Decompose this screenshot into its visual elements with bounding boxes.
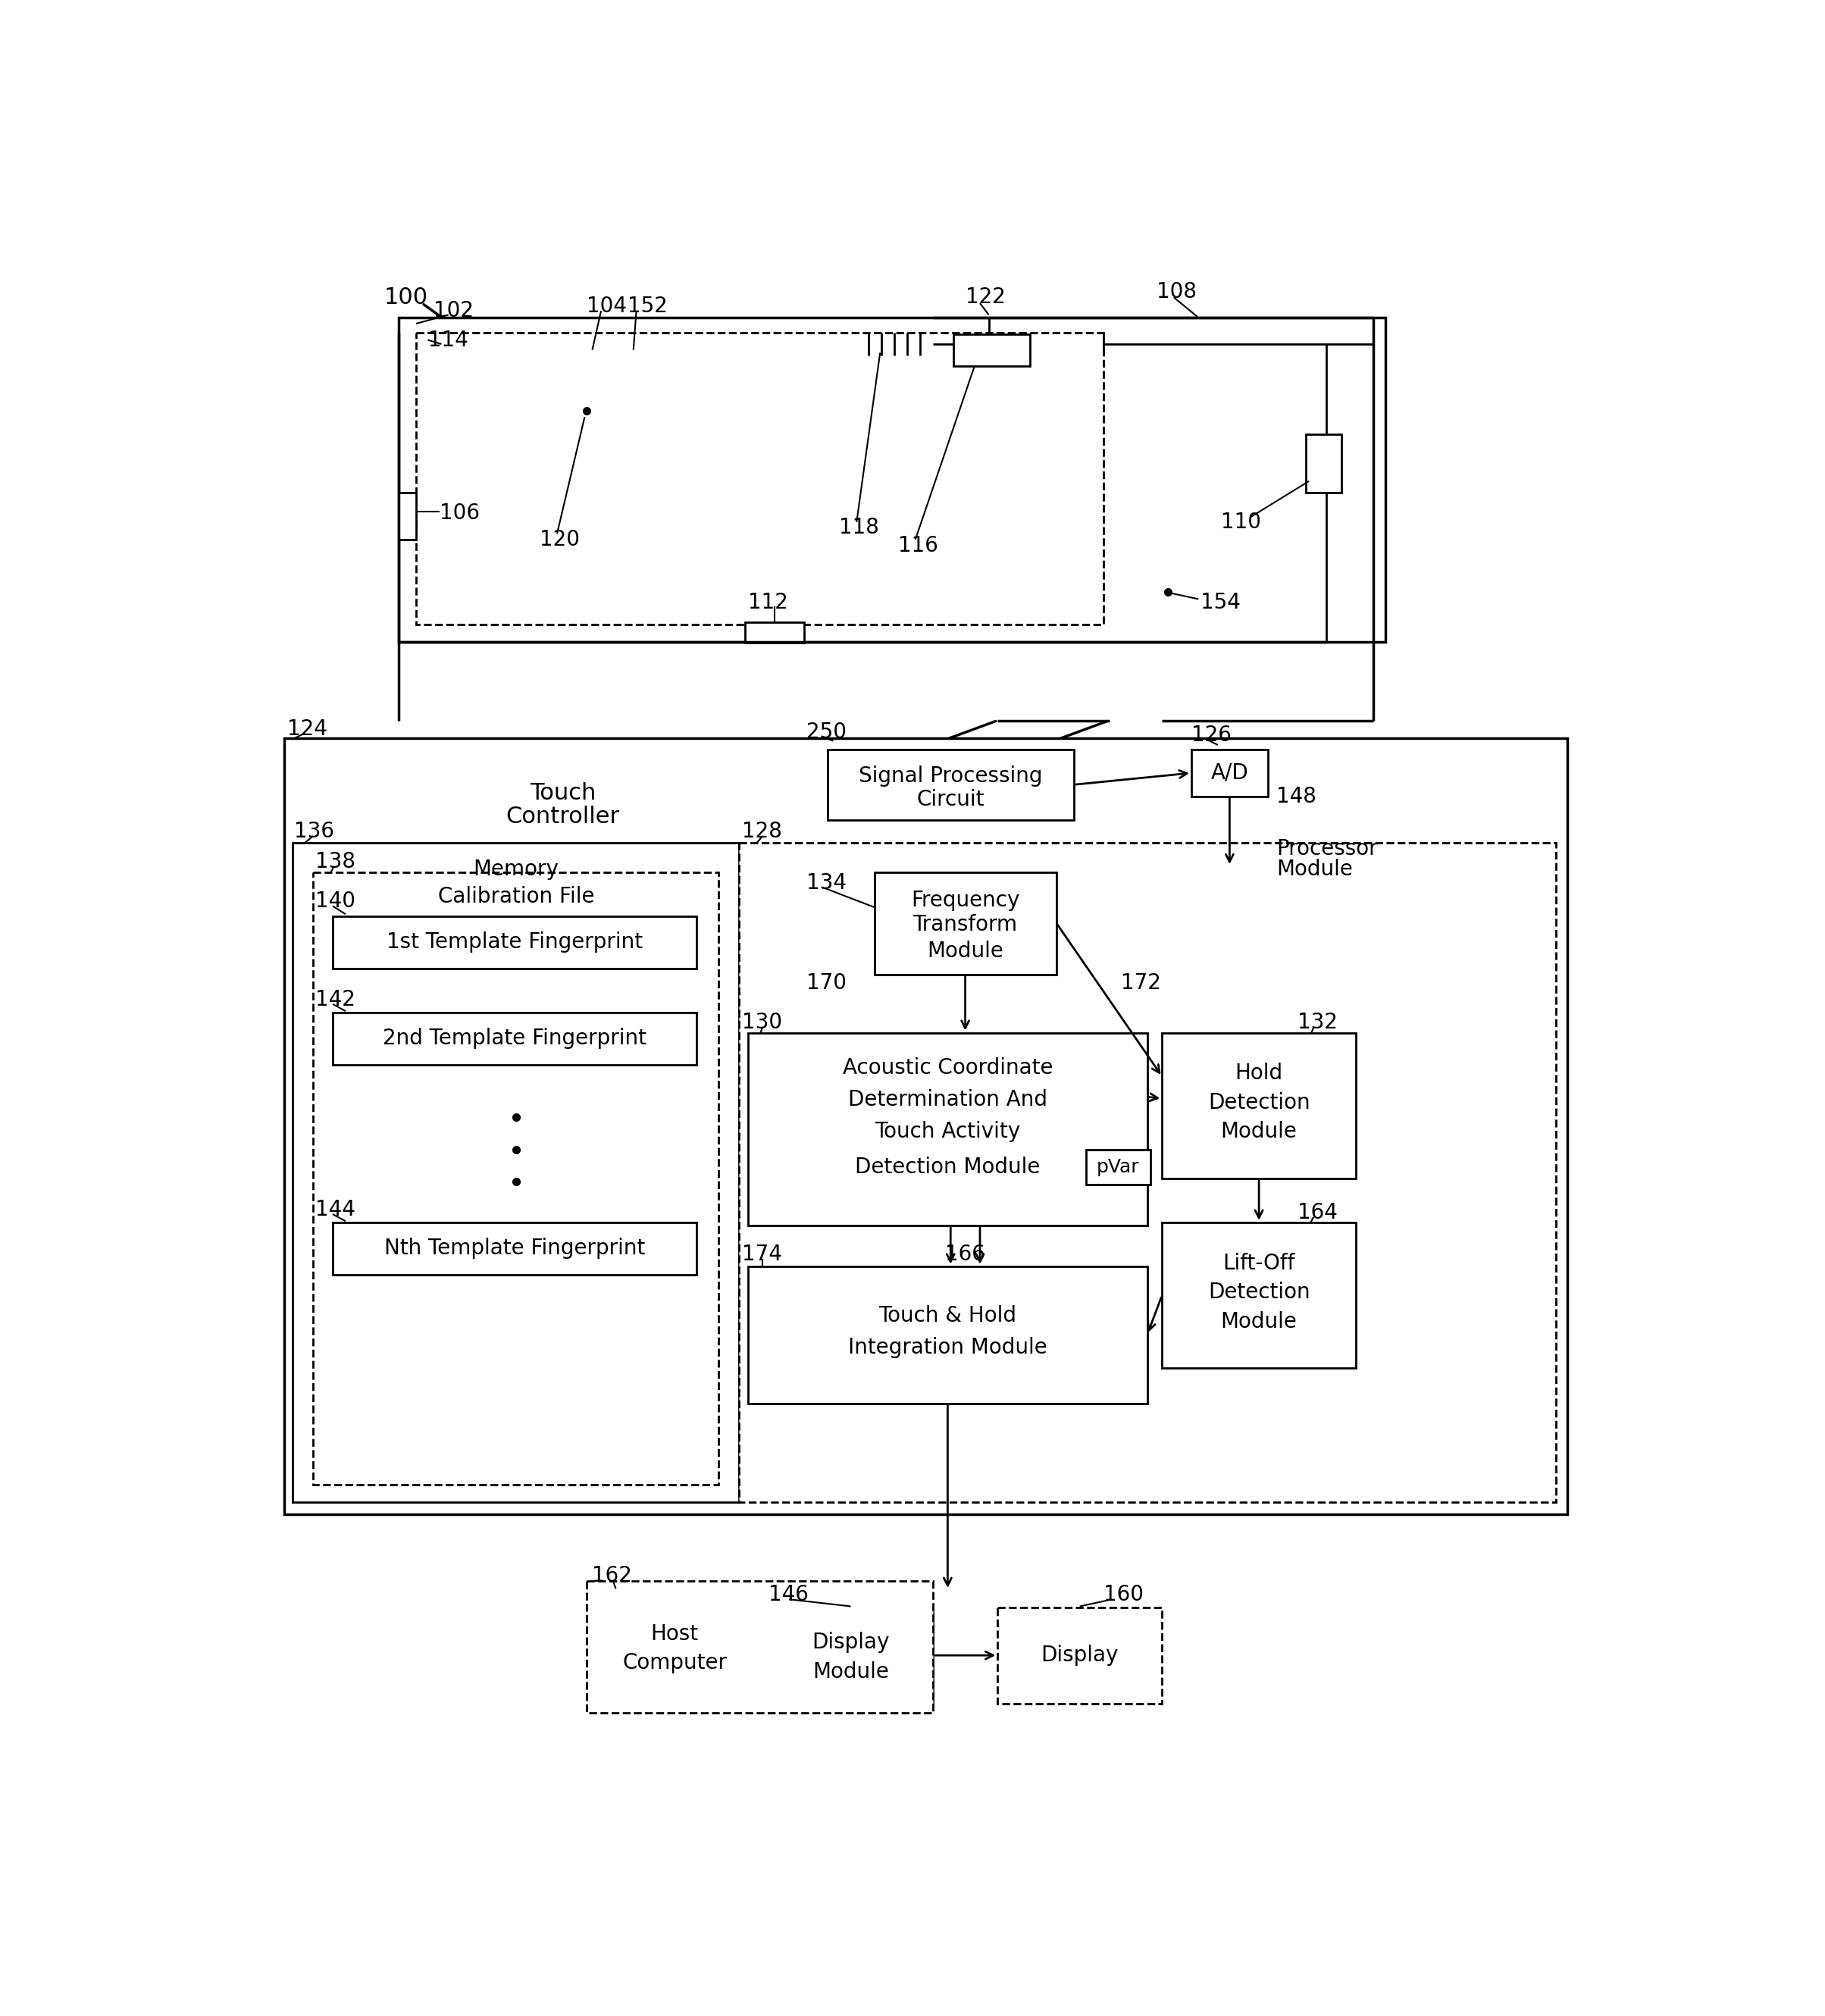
Text: 142: 142 <box>316 988 356 1010</box>
Text: Determination And: Determination And <box>849 1089 1048 1111</box>
Bar <box>398 492 416 540</box>
Bar <box>332 1222 697 1274</box>
Text: 164: 164 <box>1298 1202 1338 1224</box>
Text: 116: 116 <box>898 534 938 556</box>
Bar <box>768 1607 933 1704</box>
Bar <box>1192 750 1268 796</box>
Bar <box>586 1581 933 1712</box>
Text: 134: 134 <box>807 873 847 893</box>
Text: 102: 102 <box>434 300 474 321</box>
Bar <box>398 319 1385 641</box>
Text: 126: 126 <box>1192 724 1232 746</box>
Text: 122: 122 <box>965 286 1006 308</box>
Text: 108: 108 <box>1157 280 1197 302</box>
Text: Module: Module <box>1221 1310 1298 1333</box>
Text: 106: 106 <box>440 502 480 524</box>
Text: Signal Processing: Signal Processing <box>860 766 1042 786</box>
Text: Touch Activity: Touch Activity <box>874 1121 1020 1143</box>
Text: 100: 100 <box>383 286 427 308</box>
Bar <box>827 750 1073 821</box>
Text: Lift-Off: Lift-Off <box>1223 1252 1296 1274</box>
Text: Display: Display <box>812 1631 889 1653</box>
Text: 144: 144 <box>316 1200 356 1220</box>
Text: Transform: Transform <box>912 913 1018 935</box>
Text: 124: 124 <box>287 718 327 740</box>
Bar <box>748 1266 1148 1403</box>
Text: 170: 170 <box>807 972 847 994</box>
Text: Detection Module: Detection Module <box>856 1157 1040 1177</box>
Bar <box>748 1032 1148 1226</box>
Text: Acoustic Coordinate: Acoustic Coordinate <box>843 1056 1053 1079</box>
Text: Circuit: Circuit <box>916 788 984 810</box>
Text: 128: 128 <box>743 821 783 843</box>
Bar <box>1163 1222 1356 1369</box>
Bar <box>953 335 1029 367</box>
Text: 146: 146 <box>768 1585 808 1605</box>
Bar <box>998 1607 1163 1704</box>
Text: Nth Template Fingerprint: Nth Template Fingerprint <box>385 1238 646 1260</box>
Text: 114: 114 <box>427 329 467 351</box>
Text: Processor: Processor <box>1276 839 1378 859</box>
Text: 120: 120 <box>540 528 580 550</box>
Bar <box>745 623 803 643</box>
Text: Controller: Controller <box>506 806 620 829</box>
Text: Computer: Computer <box>622 1653 726 1673</box>
Text: Frequency: Frequency <box>911 889 1020 911</box>
Text: 160: 160 <box>1104 1585 1144 1605</box>
Bar <box>1307 435 1341 492</box>
Text: 140: 140 <box>316 891 356 911</box>
Text: 112: 112 <box>748 593 788 613</box>
Text: 136: 136 <box>294 821 334 843</box>
Text: 174: 174 <box>743 1244 783 1266</box>
Text: Module: Module <box>1221 1121 1298 1143</box>
Text: Module: Module <box>927 939 1004 962</box>
Bar <box>314 873 719 1486</box>
Text: 132: 132 <box>1298 1012 1338 1034</box>
Text: Module: Module <box>1276 859 1352 879</box>
Text: pVar: pVar <box>1097 1157 1139 1175</box>
Text: A/D: A/D <box>1210 762 1248 784</box>
Text: Detection: Detection <box>1208 1093 1310 1113</box>
Text: 118: 118 <box>840 518 880 538</box>
Text: 250: 250 <box>807 722 847 742</box>
Text: Touch & Hold: Touch & Hold <box>878 1304 1017 1327</box>
Bar <box>332 915 697 968</box>
Bar <box>1163 1032 1356 1179</box>
Text: Display: Display <box>1040 1645 1119 1665</box>
Text: 148: 148 <box>1276 786 1316 806</box>
Text: Integration Module: Integration Module <box>849 1337 1048 1359</box>
Bar <box>292 843 739 1502</box>
Text: Detection: Detection <box>1208 1282 1310 1302</box>
Bar <box>416 333 1104 625</box>
Text: 130: 130 <box>743 1012 783 1034</box>
Text: 152: 152 <box>628 296 668 317</box>
Text: Module: Module <box>812 1661 889 1681</box>
Text: Calibration File: Calibration File <box>438 887 595 907</box>
Text: 162: 162 <box>593 1564 633 1587</box>
Text: 104: 104 <box>586 296 626 317</box>
Bar <box>874 873 1057 974</box>
Text: Hold: Hold <box>1236 1062 1283 1085</box>
Text: Host: Host <box>650 1623 699 1645</box>
Bar <box>332 1012 697 1064</box>
Text: 166: 166 <box>945 1244 986 1266</box>
Bar <box>285 738 1568 1514</box>
Text: 154: 154 <box>1201 593 1241 613</box>
Text: 1st Template Fingerprint: 1st Template Fingerprint <box>387 931 642 954</box>
Text: 172: 172 <box>1121 972 1161 994</box>
Text: Touch: Touch <box>529 782 597 804</box>
Text: 138: 138 <box>316 851 356 873</box>
Bar <box>593 1591 757 1704</box>
Text: Memory: Memory <box>473 859 558 879</box>
Bar <box>739 843 1555 1502</box>
Text: 110: 110 <box>1221 512 1261 532</box>
Bar <box>1086 1149 1150 1183</box>
Text: 2nd Template Fingerprint: 2nd Template Fingerprint <box>383 1028 646 1048</box>
